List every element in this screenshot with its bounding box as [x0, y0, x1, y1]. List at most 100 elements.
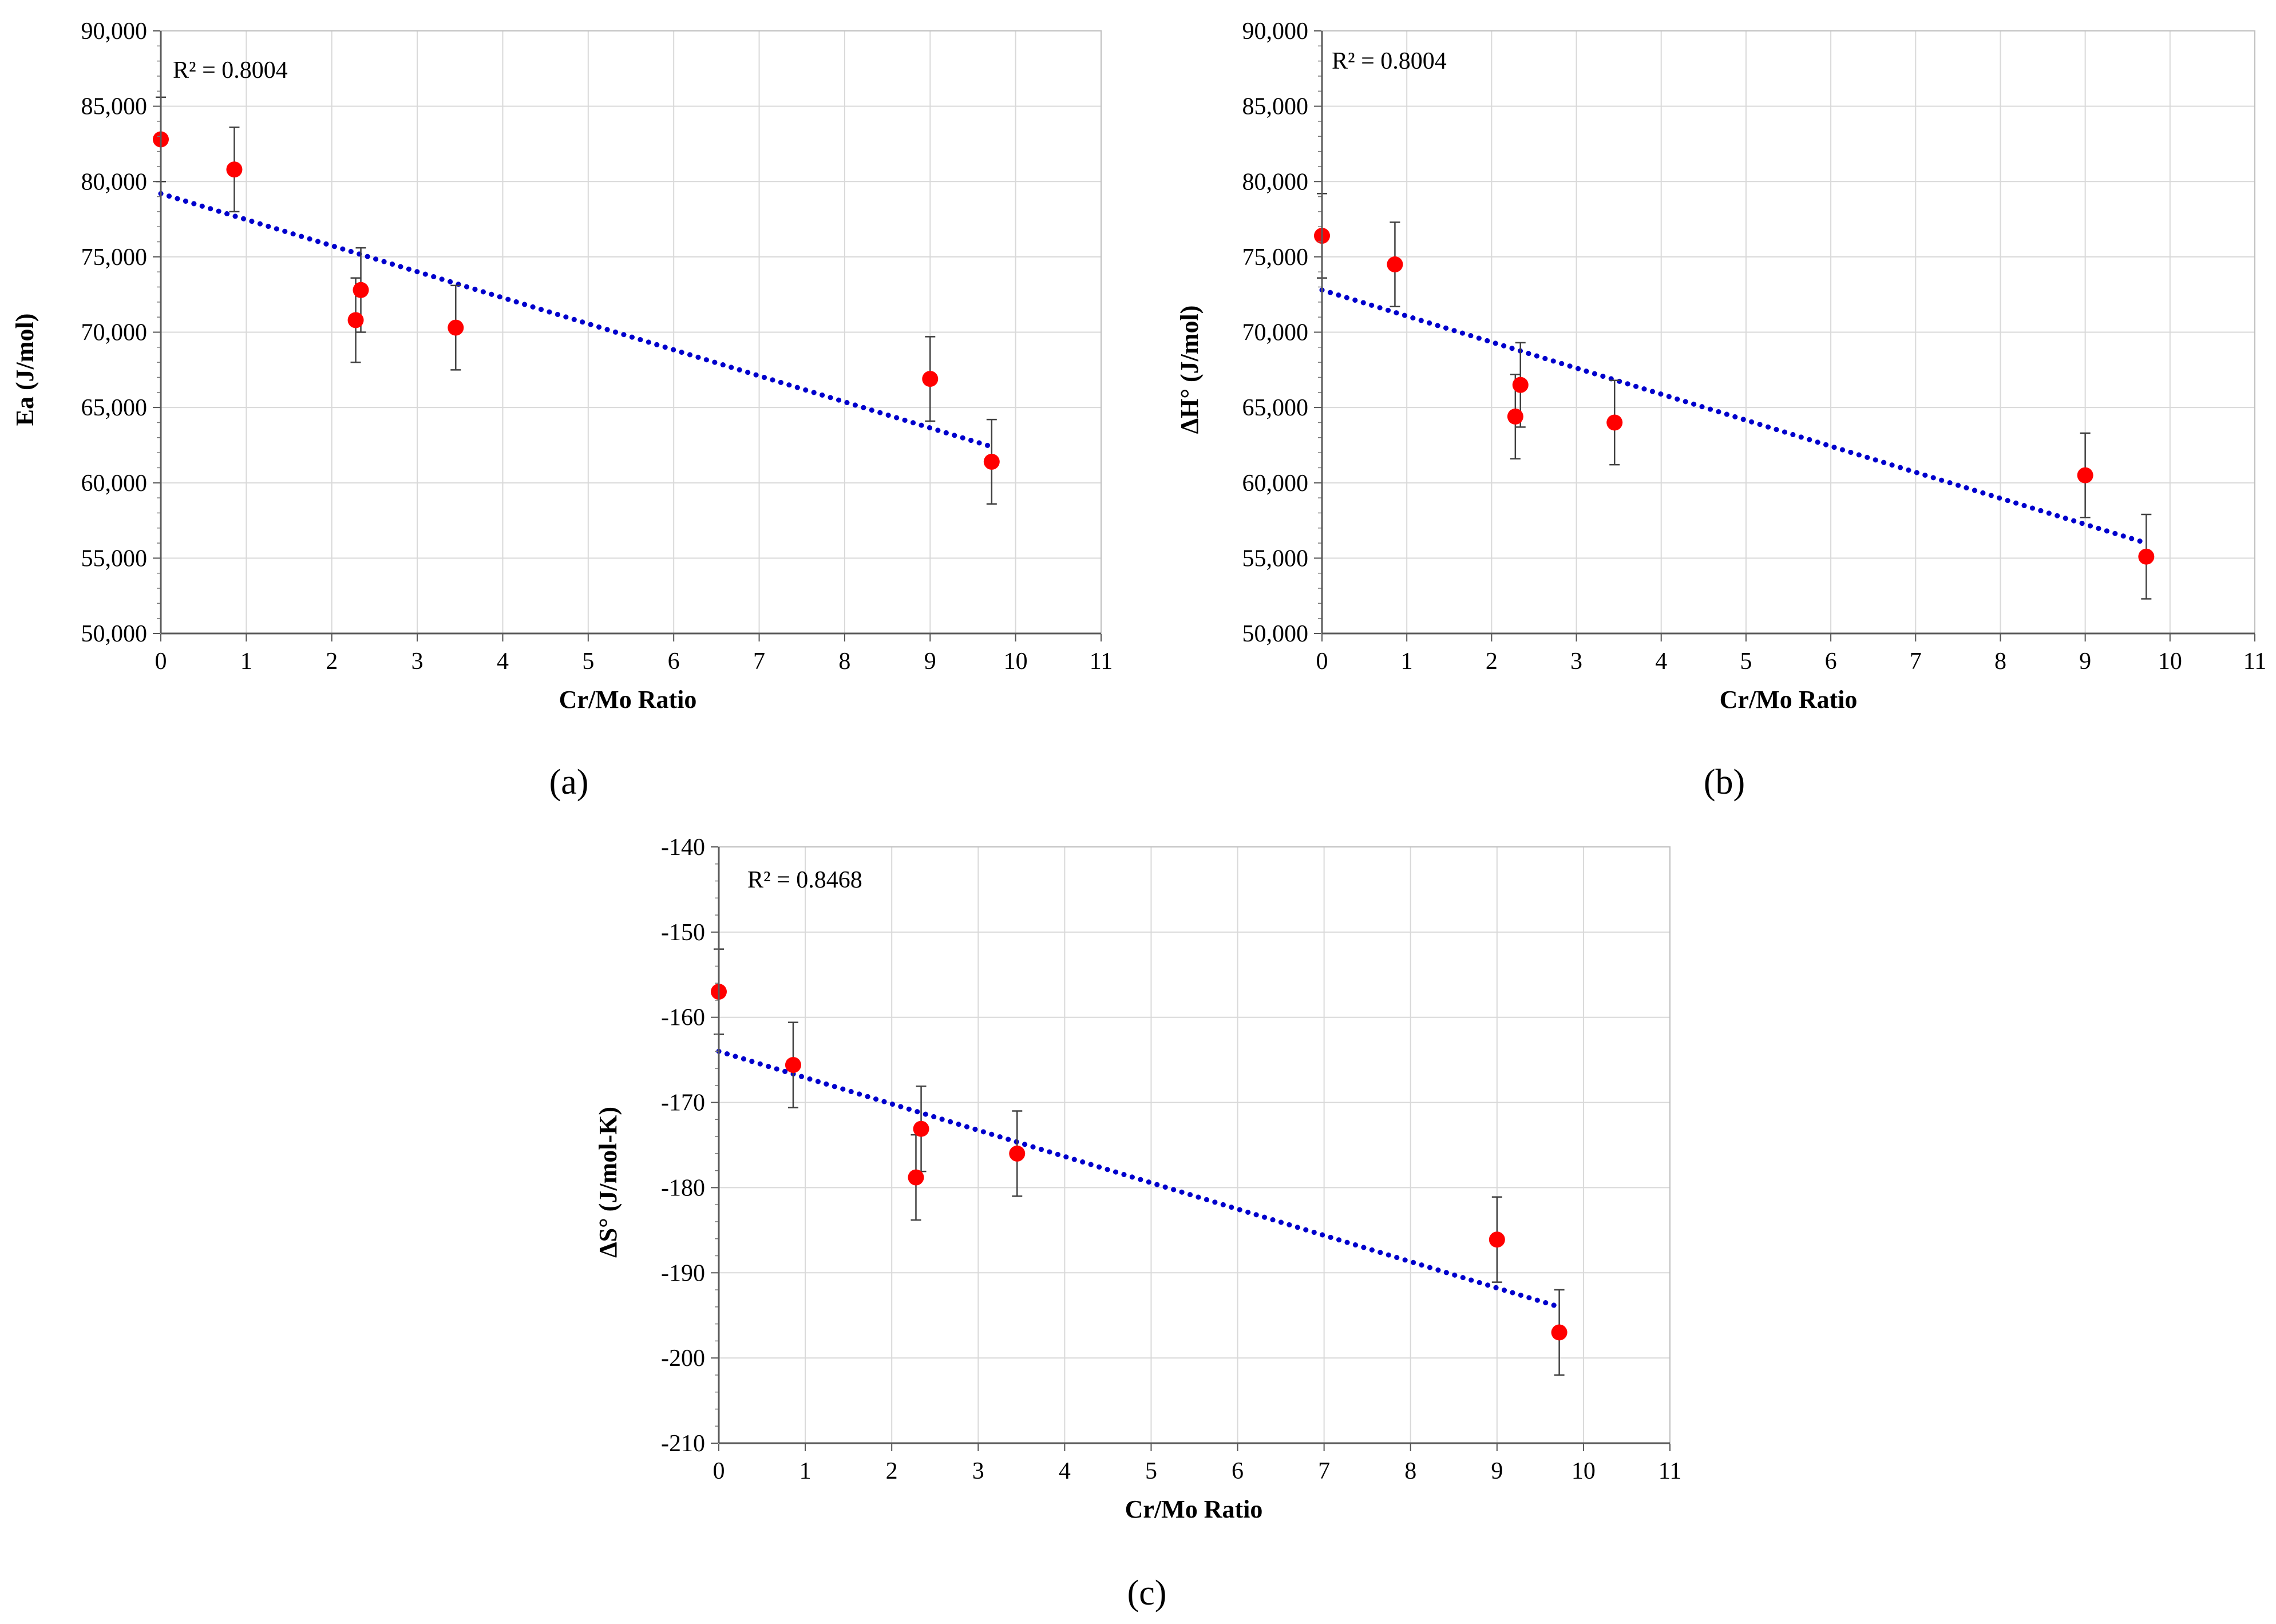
x-tick-label-c: 8 [1404, 1458, 1416, 1484]
y-tick-label-b: 60,000 [1242, 470, 1309, 497]
panel-label-b: (b) [1704, 763, 1745, 802]
y-tick-label-c: -160 [661, 1005, 705, 1031]
y-tick-label-a: 50,000 [81, 621, 148, 647]
x-tick-label-b: 5 [1740, 648, 1752, 675]
trendline-c [716, 1048, 1562, 1310]
chart-panel-b: 50,000 55,000 60,000 65,000 70,000 75,000 80,0… [1175, 18, 2266, 802]
x-tick-labels-b: 0 1 2 3 4 5 6 7 8 9 10 11 [1316, 648, 2267, 675]
chart-panel-a: 50,000 55,000 60,000 65,000 70,000 75,000 80,0… [11, 18, 1113, 802]
x-tick-label-c: 9 [1491, 1458, 1503, 1484]
x-tick-labels-a: 0 1 2 3 4 5 6 7 8 9 10 11 [155, 648, 1113, 675]
axes-b [1314, 30, 2255, 641]
y-tick-label-a: 65,000 [81, 395, 148, 421]
trendline-b [1319, 287, 2149, 546]
x-tick-label-c: 7 [1318, 1458, 1330, 1484]
y-axis-label-c: ΔS° (J/mol-K) [594, 1107, 622, 1258]
grid-c [718, 846, 1671, 1444]
trendline-a [158, 191, 995, 450]
y-tick-label-c: -140 [661, 834, 705, 861]
x-tick-label-b: 11 [2243, 648, 2266, 675]
x-tick-label-c: 10 [1572, 1458, 1596, 1484]
x-tick-label-c: 2 [886, 1458, 898, 1484]
x-tick-label-a: 9 [924, 648, 936, 675]
y-tick-labels-b: 50,000 55,000 60,000 65,000 70,000 75,000 80,0… [1242, 18, 1309, 647]
data-point-b [2077, 467, 2093, 484]
x-tick-label-b: 9 [2079, 648, 2091, 675]
y-tick-label-c: -180 [661, 1175, 705, 1201]
x-tick-label-c: 0 [713, 1458, 725, 1484]
linear-trendline-c [716, 1048, 1562, 1310]
y-tick-label-c: -210 [661, 1431, 705, 1457]
y-tick-label-c: -170 [661, 1090, 705, 1116]
x-tick-label-b: 7 [1910, 648, 1922, 675]
y-tick-label-b: 85,000 [1242, 94, 1309, 120]
y-tick-label-c: -150 [661, 920, 705, 946]
x-tick-label-b: 1 [1401, 648, 1413, 675]
y-axis-label-a: Ea (J/mol) [11, 314, 39, 426]
r-squared-annotation-b: R² = 0.8004 [1332, 48, 1447, 74]
x-tick-label-a: 4 [497, 648, 509, 675]
x-tick-label-c: 11 [1658, 1458, 1681, 1484]
y-tick-label-a: 75,000 [81, 244, 148, 271]
y-tick-label-a: 80,000 [81, 169, 148, 195]
data-point-b [1606, 414, 1623, 431]
x-tick-label-a: 0 [155, 648, 167, 675]
grid-a [160, 30, 1102, 634]
x-tick-label-a: 10 [1004, 648, 1028, 675]
y-tick-label-b: 70,000 [1242, 320, 1309, 346]
data-point-b [2138, 548, 2155, 565]
x-tick-label-b: 8 [1994, 648, 2006, 675]
data-point-c [913, 1120, 929, 1137]
panel-label-c: (c) [1127, 1574, 1167, 1613]
x-tick-label-c: 6 [1232, 1458, 1244, 1484]
x-tick-labels-c: 0 1 2 3 4 5 6 7 8 9 10 11 [713, 1458, 1682, 1484]
y-tick-label-c: -200 [661, 1345, 705, 1372]
linear-trendline-a [158, 191, 995, 450]
x-tick-label-a: 5 [582, 648, 594, 675]
x-tick-label-b: 10 [2158, 648, 2182, 675]
y-axis-label-b: ΔH° (J/mol) [1175, 306, 1204, 434]
y-tick-label-b: 50,000 [1242, 621, 1309, 647]
plot-area-c [719, 847, 1670, 1443]
data-point-a [922, 371, 939, 387]
x-axis-label-b: Cr/Mo Ratio [1720, 686, 1858, 714]
data-point-c [1551, 1324, 1568, 1341]
y-tick-labels-c: -210 -200 -190 -180 -170 -160 -150 -140 [661, 834, 705, 1457]
x-tick-label-c: 1 [799, 1458, 812, 1484]
data-point-c [785, 1057, 801, 1074]
x-tick-label-c: 3 [972, 1458, 984, 1484]
data-point-b [1512, 377, 1529, 393]
r-squared-annotation-a: R² = 0.8004 [173, 57, 288, 84]
y-tick-label-b: 55,000 [1242, 545, 1309, 572]
y-tick-label-b: 75,000 [1242, 244, 1309, 271]
data-point-c [1489, 1231, 1505, 1248]
x-tick-label-a: 11 [1090, 648, 1113, 675]
data-point-b [1507, 408, 1523, 425]
r-squared-annotation-c: R² = 0.8468 [747, 867, 862, 893]
y-tick-label-b: 80,000 [1242, 169, 1309, 195]
data-point-c [908, 1169, 924, 1186]
x-tick-label-b: 0 [1316, 648, 1328, 675]
data-point-a [226, 161, 243, 178]
axes-a [153, 30, 1102, 641]
data-point-a [983, 453, 1000, 470]
y-tick-label-a: 60,000 [81, 470, 148, 497]
data-points-a [153, 131, 1000, 470]
data-points-b [1314, 228, 2155, 565]
y-tick-label-a: 70,000 [81, 320, 148, 346]
y-tick-labels-a: 50,000 55,000 60,000 65,000 70,000 75,000 80,0… [81, 18, 148, 647]
data-point-c [1009, 1145, 1026, 1162]
x-tick-label-b: 3 [1570, 648, 1582, 675]
data-point-a [347, 312, 364, 328]
data-point-a [448, 319, 464, 336]
x-tick-label-a: 6 [668, 648, 680, 675]
linear-trendline-b [1319, 287, 2149, 546]
y-tick-label-a: 85,000 [81, 94, 148, 120]
chart-panel-c: -210 -200 -190 -180 -170 -160 -150 -140 0 1 2 3 4 5 6… [594, 834, 1681, 1613]
x-tick-label-b: 4 [1655, 648, 1667, 675]
x-axis-label-c: Cr/Mo Ratio [1125, 1495, 1263, 1523]
axes-c [711, 846, 1671, 1451]
x-tick-label-c: 5 [1145, 1458, 1157, 1484]
data-point-b [1387, 256, 1403, 273]
